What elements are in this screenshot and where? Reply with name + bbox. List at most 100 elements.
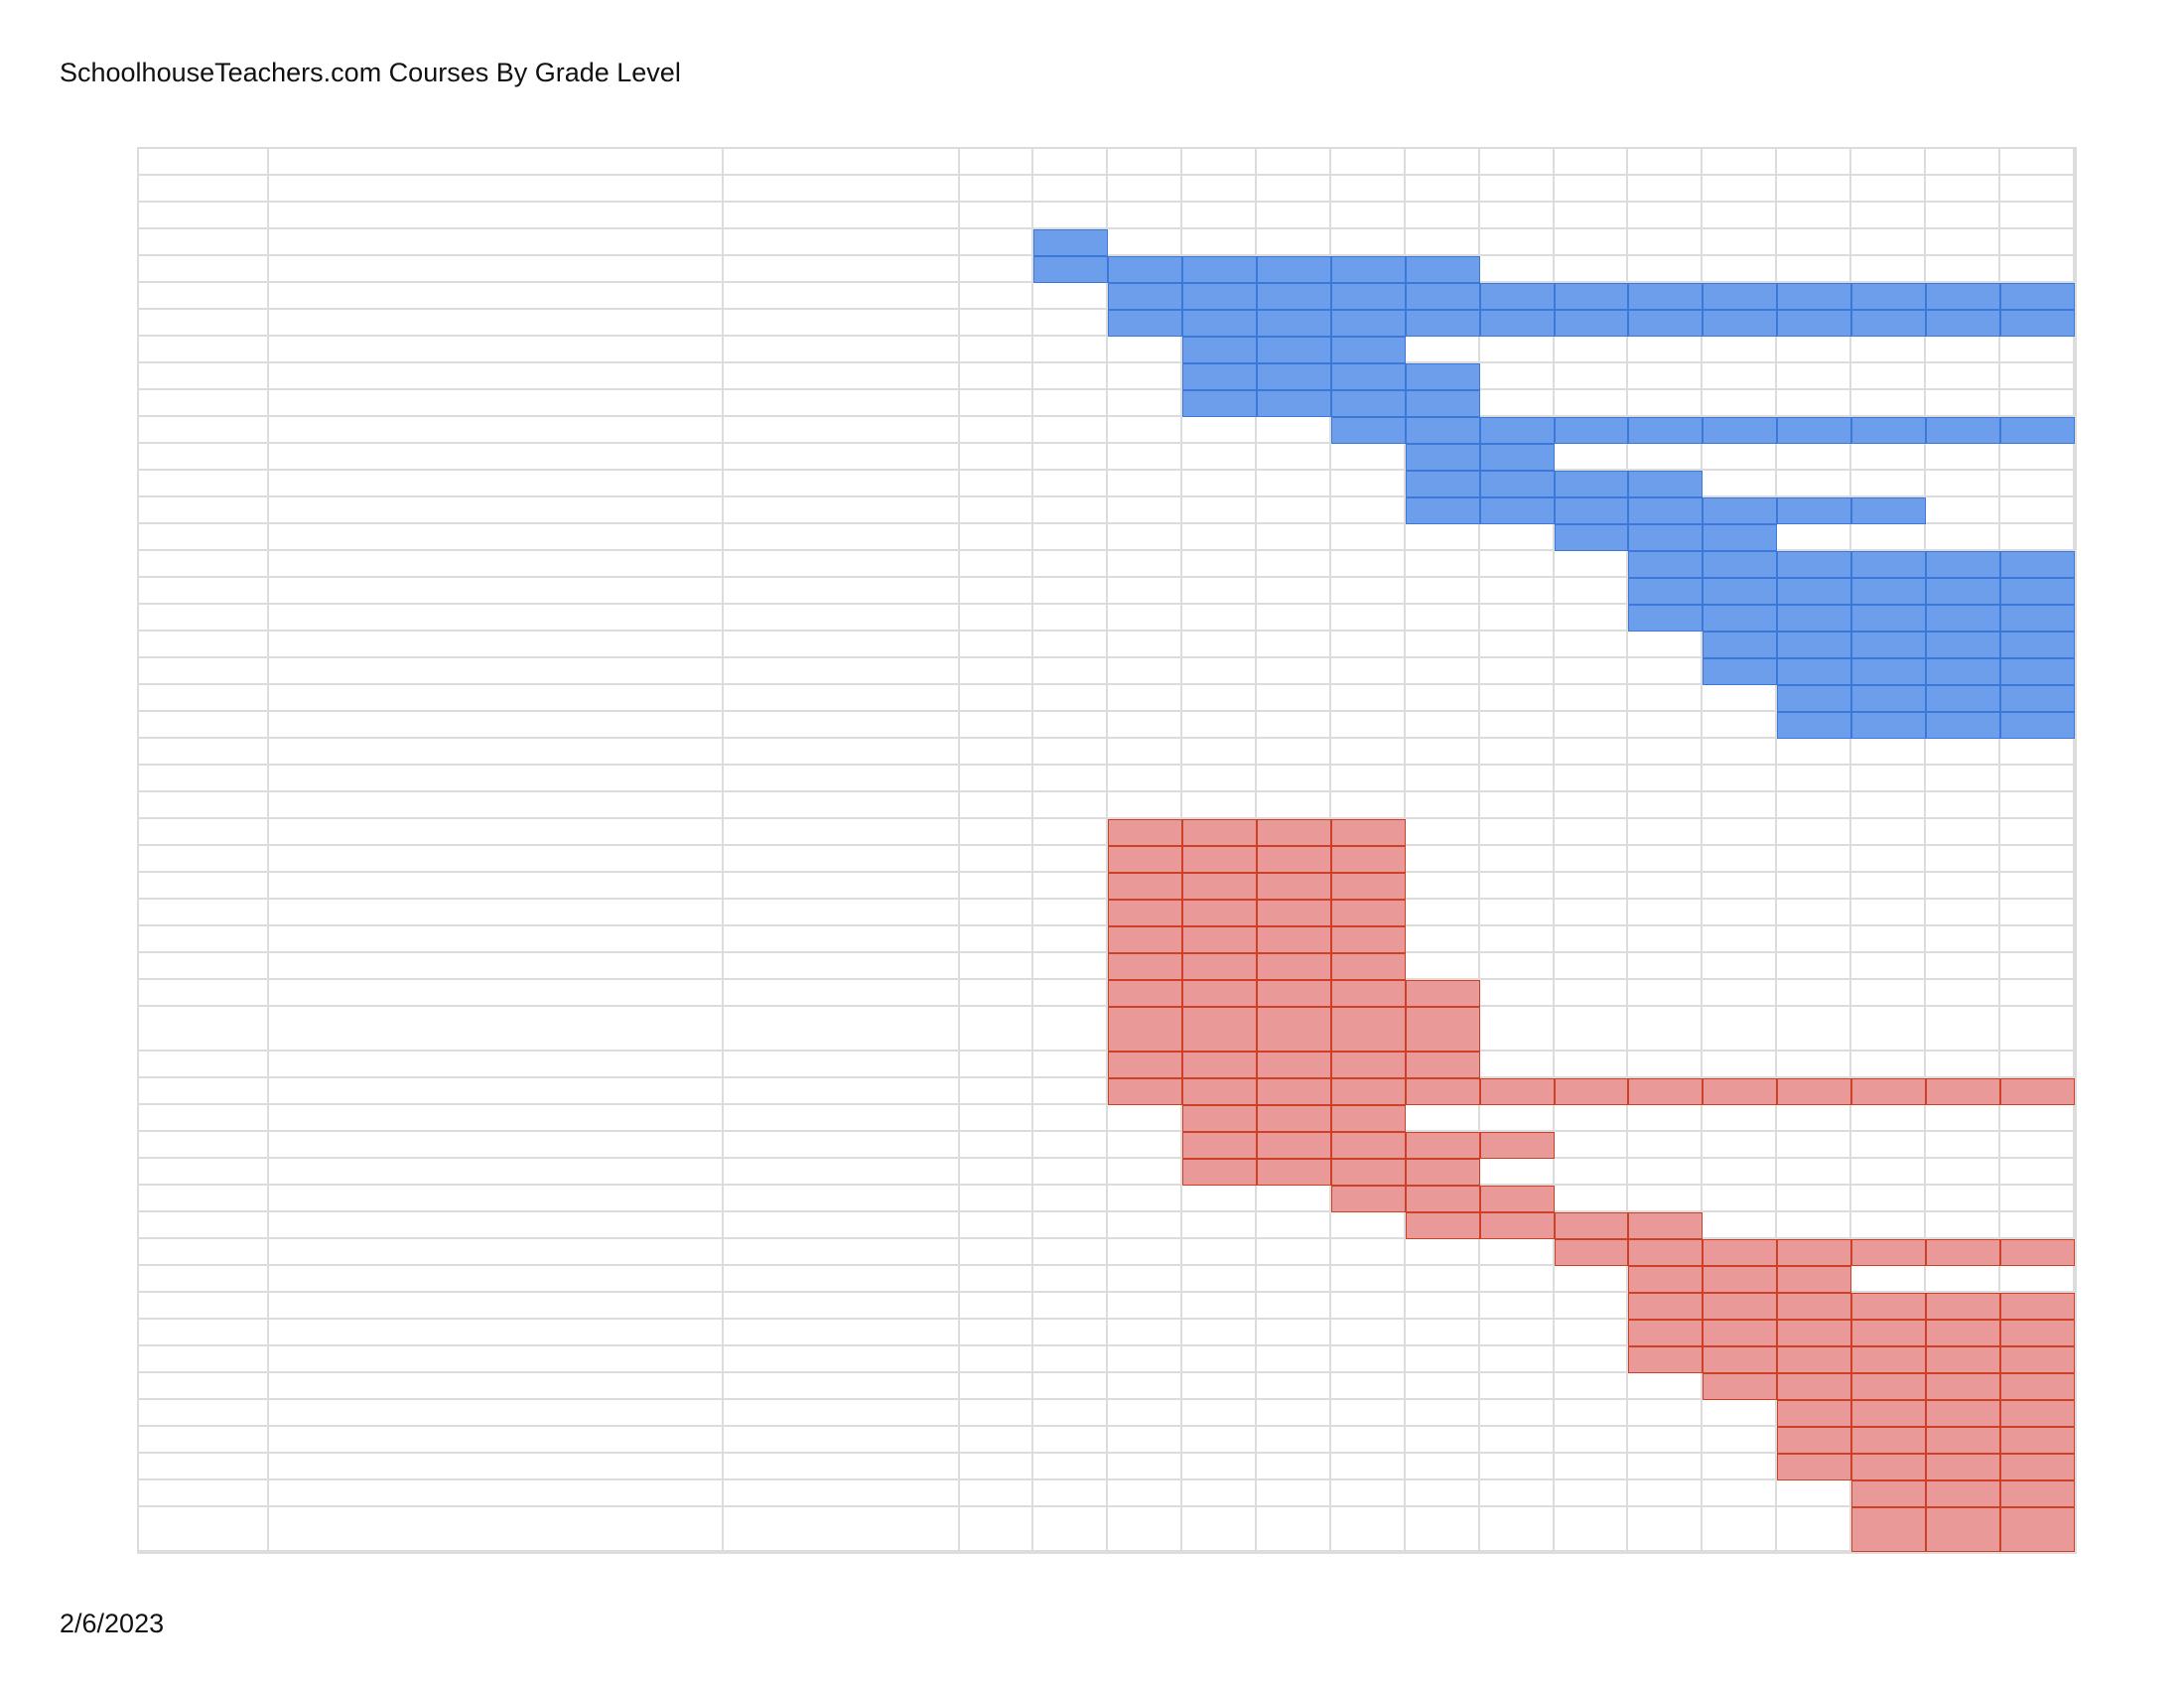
grade-range-cell (1405, 1007, 1480, 1052)
grid-cell (1107, 632, 1182, 658)
grid-cell (1330, 149, 1406, 176)
grid-cell (1033, 524, 1108, 551)
grid-cell (1926, 1186, 2001, 1212)
grid-cell (1479, 1052, 1555, 1078)
grade-range-cell (1330, 310, 1406, 337)
grid-cell (1628, 980, 1704, 1007)
grid-cell (1703, 873, 1778, 900)
grade-range-cell (1703, 632, 1778, 658)
grid-cell (1628, 337, 1704, 363)
grid-cell (1181, 1507, 1257, 1552)
grade-range-cell (1256, 1159, 1331, 1186)
grid-cell (1479, 176, 1555, 203)
grid-cell (139, 1078, 269, 1105)
grid-cell (1851, 363, 1927, 390)
grid-cell (1479, 605, 1555, 632)
grid-cell (724, 229, 960, 256)
grid-cell (1330, 1400, 1406, 1427)
grid-cell (1926, 524, 2001, 551)
grade-range-cell (1330, 953, 1406, 980)
grid-cell (1256, 1266, 1331, 1293)
grid-cell (1107, 1320, 1182, 1346)
grid-cell (1703, 792, 1778, 819)
grid-cell (1479, 524, 1555, 551)
grid-cell (2000, 390, 2075, 417)
grid-cell (1926, 873, 2001, 900)
grid-cell (1926, 846, 2001, 873)
grid-cell (1628, 658, 1704, 685)
grid-cell (1256, 229, 1331, 256)
grade-range-cell (1926, 310, 2001, 337)
grid-cell (1330, 605, 1406, 632)
grid-cell (724, 819, 960, 846)
grade-range-cell (1405, 1052, 1480, 1078)
grid-cell (1405, 176, 1480, 203)
grid-cell (1628, 1427, 1704, 1454)
grid-cell (1703, 926, 1778, 953)
grid-cell (1479, 980, 1555, 1007)
grade-range-cell (2000, 632, 2075, 658)
grade-range-cell (1405, 444, 1480, 471)
grid-cell (1926, 203, 2001, 229)
grade-range-cell (1479, 497, 1555, 524)
grid-cell (1405, 739, 1480, 766)
grid-cell (1628, 926, 1704, 953)
grid-cell (1554, 712, 1629, 739)
grade-range-cell (1628, 524, 1704, 551)
grid-cell (1777, 176, 1852, 203)
grade-range-cell (1107, 980, 1182, 1007)
grid-cell (1033, 1078, 1108, 1105)
grid-cell (724, 658, 960, 685)
grade-range-cell (1851, 310, 1927, 337)
grid-cell (1926, 926, 2001, 953)
grid-cell (1479, 792, 1555, 819)
grade-range-cell (1330, 256, 1406, 283)
grid-cell (139, 1454, 269, 1480)
grid-cell (1107, 337, 1182, 363)
grid-cell (724, 1454, 960, 1480)
grid-cell (2000, 766, 2075, 792)
grid-cell (1181, 739, 1257, 766)
grid-cell (1851, 444, 1927, 471)
grid-cell (1479, 1293, 1555, 1320)
grid-cell (1777, 1132, 1852, 1159)
grid-cell (1107, 417, 1182, 444)
grade-range-cell (1926, 1507, 2001, 1552)
grid-cell (269, 578, 724, 605)
grade-range-cell (1926, 1480, 2001, 1507)
grid-cell (1107, 1159, 1182, 1186)
grid-cell (724, 256, 960, 283)
grid-cell (1554, 739, 1629, 766)
grid-cell (269, 1427, 724, 1454)
grid-cell (1554, 1346, 1629, 1373)
grid-cell (269, 203, 724, 229)
grid-cell (269, 926, 724, 953)
grid-cell (1628, 444, 1704, 471)
grid-cell (1256, 471, 1331, 497)
grade-range-cell (1851, 1293, 1927, 1320)
grade-range-cell (2000, 283, 2075, 310)
grid-cell (139, 846, 269, 873)
grade-range-cell (1107, 873, 1182, 900)
grid-cell (1628, 792, 1704, 819)
grid-cell (269, 1400, 724, 1427)
grid-cell (724, 846, 960, 873)
grid-cell (1256, 632, 1331, 658)
grade-range-cell (1181, 1159, 1257, 1186)
grid-cell (724, 1346, 960, 1373)
grade-range-cell (1107, 1078, 1182, 1105)
grid-cell (960, 1454, 1033, 1480)
grade-range-cell (1405, 310, 1480, 337)
grid-cell (724, 1052, 960, 1078)
grade-range-cell (1479, 1212, 1555, 1239)
grid-cell (1851, 1007, 1927, 1052)
grid-cell (1256, 712, 1331, 739)
grade-range-cell (1703, 1266, 1778, 1293)
grade-range-cell (1479, 310, 1555, 337)
grid-cell (1851, 1159, 1927, 1186)
grid-cell (1554, 337, 1629, 363)
grid-cell (1033, 926, 1108, 953)
grid-cell (724, 953, 960, 980)
grade-range-cell (2000, 417, 2075, 444)
grid-cell (960, 1320, 1033, 1346)
